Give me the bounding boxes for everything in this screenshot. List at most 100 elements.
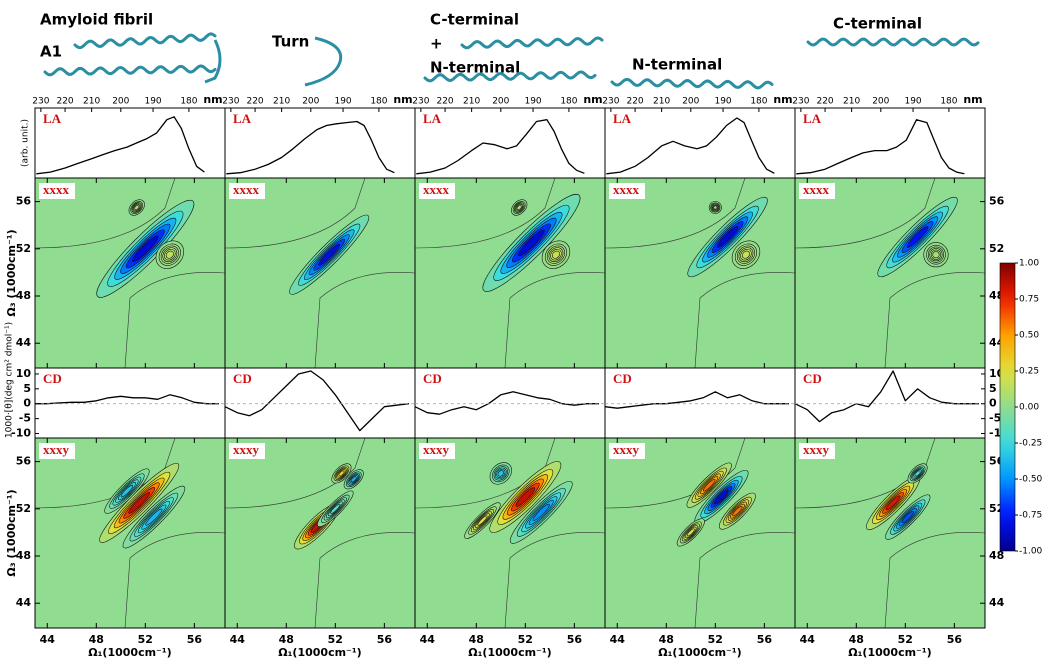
y-tick-label: -5: [19, 412, 31, 425]
heatmap-peak: [515, 487, 536, 507]
x-tick-label: 230: [222, 97, 239, 107]
heatmap: [225, 438, 415, 628]
x-tick-label: 200: [682, 97, 699, 107]
heatmap-peak: [732, 506, 743, 517]
structure-label: Turn: [272, 33, 309, 51]
helix-cartoon: [460, 36, 604, 50]
heatmap-background: [605, 438, 795, 628]
x-tick-label: 200: [112, 97, 129, 107]
contour-line: [35, 178, 176, 249]
panel-label: xxxx: [423, 182, 450, 197]
x-tick-label: 56: [947, 633, 963, 646]
panel-label: xxxy: [233, 442, 260, 457]
panel-label: CD: [613, 371, 632, 386]
panel-label: LA: [613, 111, 632, 126]
y-axis-label: Ω₃ (1000cm⁻¹): [5, 489, 18, 576]
x-tick-label: 48: [849, 633, 864, 646]
colorbar-tick-label: -0.75: [1019, 511, 1042, 521]
helix-cartoon: [423, 70, 597, 83]
heatmap-peak: [516, 205, 522, 210]
panel-label: xxxx: [43, 182, 70, 197]
helix-cartoon: [204, 39, 222, 84]
panel-label-box: [39, 183, 75, 199]
x-tick-label: 230: [792, 97, 809, 107]
heatmap-peak: [532, 503, 550, 521]
x-tick-label: 44: [610, 633, 626, 646]
x-tick-label: 190: [904, 97, 921, 107]
helix-cartoon: [73, 32, 217, 50]
heatmap: [605, 438, 795, 628]
panel-label-box: [39, 443, 75, 459]
heatmap-peak: [714, 489, 729, 505]
panel-label-box: [39, 372, 67, 387]
heatmap-peak: [914, 470, 921, 477]
x-tick-label: 44: [420, 633, 436, 646]
panel-label: LA: [43, 111, 62, 126]
x-tick-label: 52: [708, 633, 723, 646]
x-tick-label: 220: [626, 97, 643, 107]
colorbar-tick-label: 0.25: [1019, 367, 1039, 377]
heatmap-peak: [134, 205, 140, 210]
y-tick-label: 0: [989, 397, 997, 410]
panel-label: xxxy: [613, 442, 640, 457]
x-unit-label: nm: [583, 93, 602, 106]
y-axis-label: Ω₃ (1000cm⁻¹): [5, 229, 18, 316]
contour-line: [225, 438, 366, 509]
contour-line: [314, 532, 415, 628]
y-tick-label: 52: [16, 242, 31, 255]
y-tick-label: 10: [16, 367, 32, 380]
x-tick-label: 220: [816, 97, 833, 107]
colorbar-tick-label: -1.00: [1019, 547, 1043, 557]
x-tick-label: 48: [89, 633, 104, 646]
y-tick-label: 5: [23, 382, 31, 395]
heatmap-peak: [713, 205, 718, 210]
heatmap-peak: [145, 508, 163, 526]
y-axis-label: 1000·[θ](deg cm² dmol⁻¹): [5, 322, 15, 438]
x-axis-label: Ω₁(1000cm⁻¹): [658, 646, 741, 659]
contour-line: [694, 272, 795, 368]
panel-label-box: [609, 443, 645, 459]
x-tick-label: 180: [370, 97, 387, 107]
heatmap-peak: [901, 510, 914, 524]
x-tick-label: 210: [463, 97, 480, 107]
structure-label: A1: [40, 43, 62, 61]
x-tick-label: 180: [750, 97, 767, 107]
panel-label: xxxy: [43, 442, 70, 457]
x-axis-label: Ω₁(1000cm⁻¹): [278, 646, 361, 659]
x-tick-label: 56: [187, 633, 203, 646]
contour-line: [694, 532, 795, 628]
colorbar-tick-label: 1.00: [1019, 259, 1039, 269]
structure-label: C-terminal: [430, 11, 519, 29]
spectrum-line: [224, 370, 409, 432]
panel-label-box: [799, 183, 835, 199]
spectrum-line: [416, 119, 585, 175]
x-tick-label: 190: [334, 97, 351, 107]
x-tick-label: 44: [800, 633, 816, 646]
structure-label: C-terminal: [833, 15, 922, 33]
contour-line: [605, 178, 746, 249]
x-tick-label: 220: [56, 97, 73, 107]
x-tick-label: 230: [32, 97, 49, 107]
x-axis-label: Ω₁(1000cm⁻¹): [848, 646, 931, 659]
panel-label: CD: [43, 371, 62, 386]
heatmap: [795, 178, 985, 368]
heatmap-peak: [932, 251, 940, 259]
panel-label: CD: [423, 371, 442, 386]
panel-label: CD: [803, 371, 822, 386]
x-tick-label: 190: [144, 97, 161, 107]
contour-line: [795, 178, 936, 249]
y-tick-label: -10: [11, 427, 31, 440]
spectrum-line: [35, 394, 219, 405]
spectrum-line: [796, 119, 965, 175]
heatmap: [605, 178, 795, 368]
panel-label-box: [419, 443, 455, 459]
colorbar-tick-label: -0.50: [1019, 475, 1043, 485]
panel-label-box: [419, 372, 447, 387]
y-tick-label: 44: [16, 596, 32, 609]
y-tick-label: 44: [989, 596, 1005, 609]
x-tick-label: 180: [180, 97, 197, 107]
structure-label: N-terminal: [632, 56, 722, 74]
panel-label-box: [419, 112, 447, 127]
panel-label: xxxx: [613, 182, 640, 197]
colorbar-tick-label: 0.00: [1019, 403, 1039, 413]
